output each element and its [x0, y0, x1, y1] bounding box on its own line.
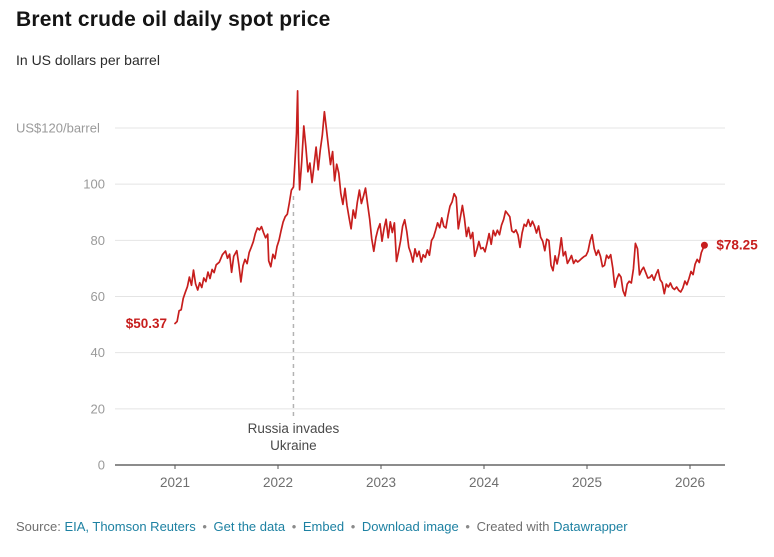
footer-separator: • — [350, 519, 356, 534]
embed-link[interactable]: Embed — [302, 519, 345, 534]
chart-footer: Source: EIA, Thomson Reuters • Get the d… — [16, 519, 628, 534]
created-with-label: Created with — [476, 519, 550, 534]
source-link[interactable]: EIA, Thomson Reuters — [64, 519, 196, 534]
y-axis-tick-label: 100 — [83, 177, 105, 192]
end-point-dot — [700, 241, 708, 249]
footer-separator: • — [202, 519, 207, 534]
x-axis-tick-label: 2025 — [572, 475, 602, 490]
footer-separator: • — [465, 519, 470, 534]
download-image-link[interactable]: Download image — [361, 519, 459, 534]
end-value-label: $78.25 — [716, 238, 758, 253]
datawrapper-link[interactable]: Datawrapper — [553, 519, 628, 534]
x-axis-tick-label: 2023 — [366, 475, 396, 490]
y-axis-tick-label: 20 — [91, 401, 105, 416]
y-axis-tick-label: 0 — [98, 458, 105, 473]
footer-separator: • — [291, 519, 297, 534]
y-axis-tick-label: 40 — [91, 345, 105, 360]
x-axis-tick-label: 2026 — [675, 475, 705, 490]
x-axis-tick-label: 2022 — [263, 475, 293, 490]
x-axis-tick-label: 2021 — [160, 475, 190, 490]
start-value-label: $50.37 — [126, 316, 167, 331]
chart-subtitle: In US dollars per barrel — [16, 52, 160, 68]
annotation-label-line1: Russia invades — [248, 421, 340, 436]
chart-svg: 0 20 40 60 80 100 US$120/barrel 2021 2022 2023 202… — [16, 90, 758, 490]
y-axis-tick-label: 60 — [91, 289, 105, 304]
y-axis-unit-label: US$120/barrel — [16, 121, 100, 136]
price-line — [174, 90, 706, 325]
get-the-data-link[interactable]: Get the data — [213, 519, 286, 534]
source-label: Source: — [16, 519, 61, 534]
x-axis-tick-label: 2024 — [469, 475, 500, 490]
page-title: Brent crude oil daily spot price — [16, 8, 331, 31]
annotation-label-line2: Ukraine — [270, 438, 317, 453]
y-axis-tick-label: 80 — [91, 233, 105, 248]
